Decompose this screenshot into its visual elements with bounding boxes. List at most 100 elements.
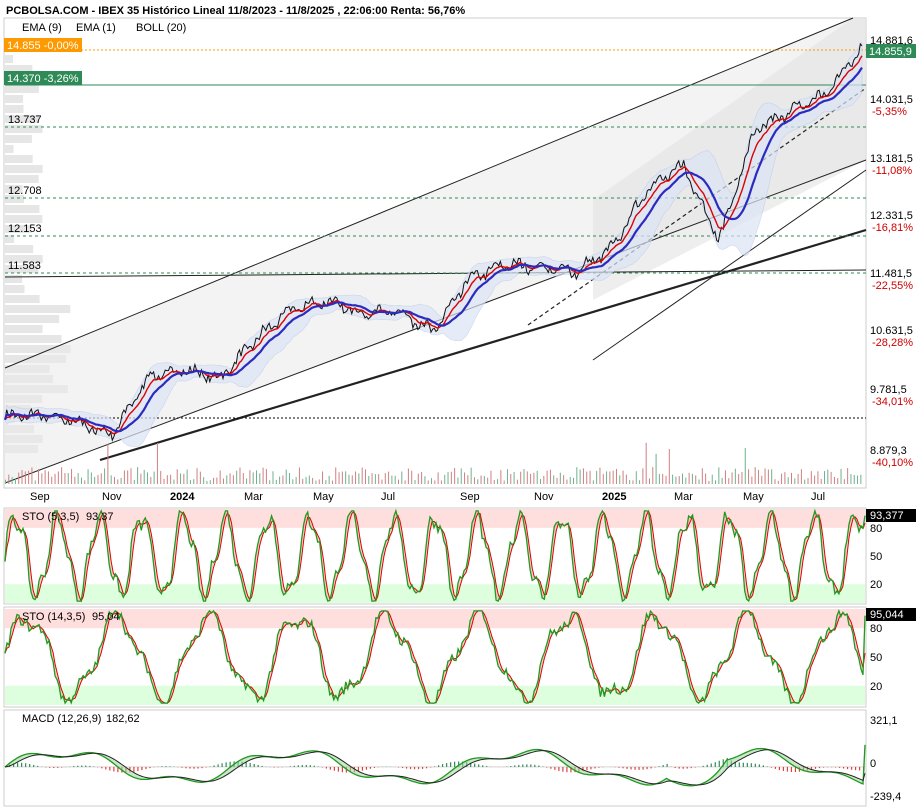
macd-histogram-bar: [225, 762, 227, 767]
volume-bar: [724, 470, 726, 484]
volume-bar: [348, 474, 350, 484]
volume-bar: [757, 469, 759, 484]
volume-bar: [573, 477, 575, 484]
volume-bar: [361, 467, 363, 484]
macd-histogram-bar: [273, 766, 275, 768]
volume-profile-bar: [5, 305, 71, 313]
volume-profile-bar: [5, 315, 60, 323]
volume-bar: [71, 468, 73, 484]
volume-bar: [824, 471, 826, 484]
volume-bar: [153, 471, 155, 484]
sto1-tick-2: 20: [870, 579, 882, 591]
y-tick-pct-2: -11,08%: [872, 165, 912, 177]
macd-histogram-bar: [734, 761, 736, 767]
sto2-tick-2: 20: [870, 681, 882, 693]
volume-bar: [658, 474, 660, 484]
volume-bar: [797, 474, 799, 484]
volume-bar: [648, 478, 650, 484]
volume-bar: [470, 467, 472, 484]
volume-bar: [741, 472, 743, 484]
sto1-tick-0: 80: [870, 523, 882, 535]
volume-bar: [711, 474, 713, 484]
macd-histogram-bar: [782, 766, 785, 771]
macd-histogram-bar: [29, 763, 31, 767]
volume-profile-bar: [5, 255, 43, 263]
x-axis-label-7: Nov: [534, 491, 554, 503]
volume-bar: [206, 480, 208, 484]
volume-bar: [639, 480, 641, 484]
volume-bar: [222, 478, 224, 484]
volume-bar: [860, 474, 862, 484]
macd-histogram-bar: [810, 766, 813, 770]
macd-histogram-bar: [261, 765, 263, 767]
volume-bar: [599, 467, 601, 484]
macd-histogram-bar: [397, 766, 400, 768]
volume-bar: [41, 473, 43, 484]
volume-bar: [523, 469, 525, 484]
volume-profile-bar: [5, 225, 32, 233]
macd-histogram-bar: [598, 766, 600, 768]
volume-profile-bar: [5, 275, 23, 283]
macd-histogram-bar: [622, 766, 624, 769]
volume-bar: [493, 480, 495, 484]
volume-bar: [473, 477, 475, 484]
volume-profile-bar: [5, 215, 43, 223]
sto2-oversold-zone: [5, 685, 865, 705]
volume-profile-bar: [5, 155, 33, 163]
macd-histogram-bar: [474, 763, 476, 767]
macd-histogram-bar: [201, 766, 203, 769]
volume-bar: [302, 478, 304, 484]
macd-histogram-bar: [117, 766, 119, 773]
volume-bar: [715, 480, 717, 484]
macd-histogram-bar: [570, 766, 572, 773]
volume-bar: [830, 471, 832, 484]
volume-bar: [107, 444, 109, 484]
volume-bar: [100, 473, 102, 484]
y-tick-pct-5: -28,28%: [872, 337, 913, 349]
volume-profile-bar: [5, 295, 40, 303]
macd-histogram-bar: [470, 762, 472, 767]
current-price-badge: 14.855 -0,00%: [7, 40, 79, 52]
macd-histogram-bar: [814, 766, 817, 769]
macd-histogram-bar: [33, 764, 35, 767]
volume-bar: [239, 467, 241, 484]
x-axis-label-6: Sep: [460, 491, 480, 503]
macd-histogram-bar: [526, 764, 528, 767]
volume-bar: [586, 471, 588, 484]
x-axis-label-3: Mar: [244, 491, 263, 503]
macd-histogram-bar: [850, 766, 853, 770]
volume-bar: [833, 476, 835, 484]
support-label-0: 13.737: [8, 114, 42, 126]
macd-histogram-bar: [626, 766, 628, 769]
macd-histogram-bar: [702, 765, 704, 767]
macd-histogram-bar: [193, 766, 195, 769]
volume-bar: [163, 478, 165, 484]
volume-bar: [232, 475, 234, 484]
legend-item-0: EMA (9): [22, 22, 62, 34]
volume-profile-bar: [5, 65, 33, 73]
macd-histogram-bar: [77, 765, 79, 767]
macd-histogram-bar: [165, 766, 167, 767]
volume-profile-bar: [5, 325, 43, 333]
macd-tick-1: 0: [870, 758, 876, 770]
macd-histogram-bar: [538, 765, 540, 767]
sto2-current: 95,04: [92, 611, 120, 623]
volume-bar: [186, 469, 188, 484]
volume-bar: [74, 476, 76, 484]
macd-panel: [3, 709, 867, 807]
macd-histogram-bar: [682, 766, 684, 769]
macd-histogram-bar: [714, 762, 716, 767]
macd-histogram-bar: [694, 766, 696, 768]
volume-bar: [282, 475, 284, 484]
volume-bar: [378, 474, 380, 484]
volume-bar: [533, 472, 535, 484]
volume-bar: [358, 473, 360, 484]
volume-bar: [645, 442, 647, 484]
volume-bar: [120, 477, 122, 484]
volume-bar: [698, 479, 700, 484]
volume-bar: [255, 470, 257, 484]
volume-bar: [8, 474, 10, 484]
macd-histogram-bar: [361, 766, 364, 771]
macd-histogram-bar: [746, 762, 748, 767]
